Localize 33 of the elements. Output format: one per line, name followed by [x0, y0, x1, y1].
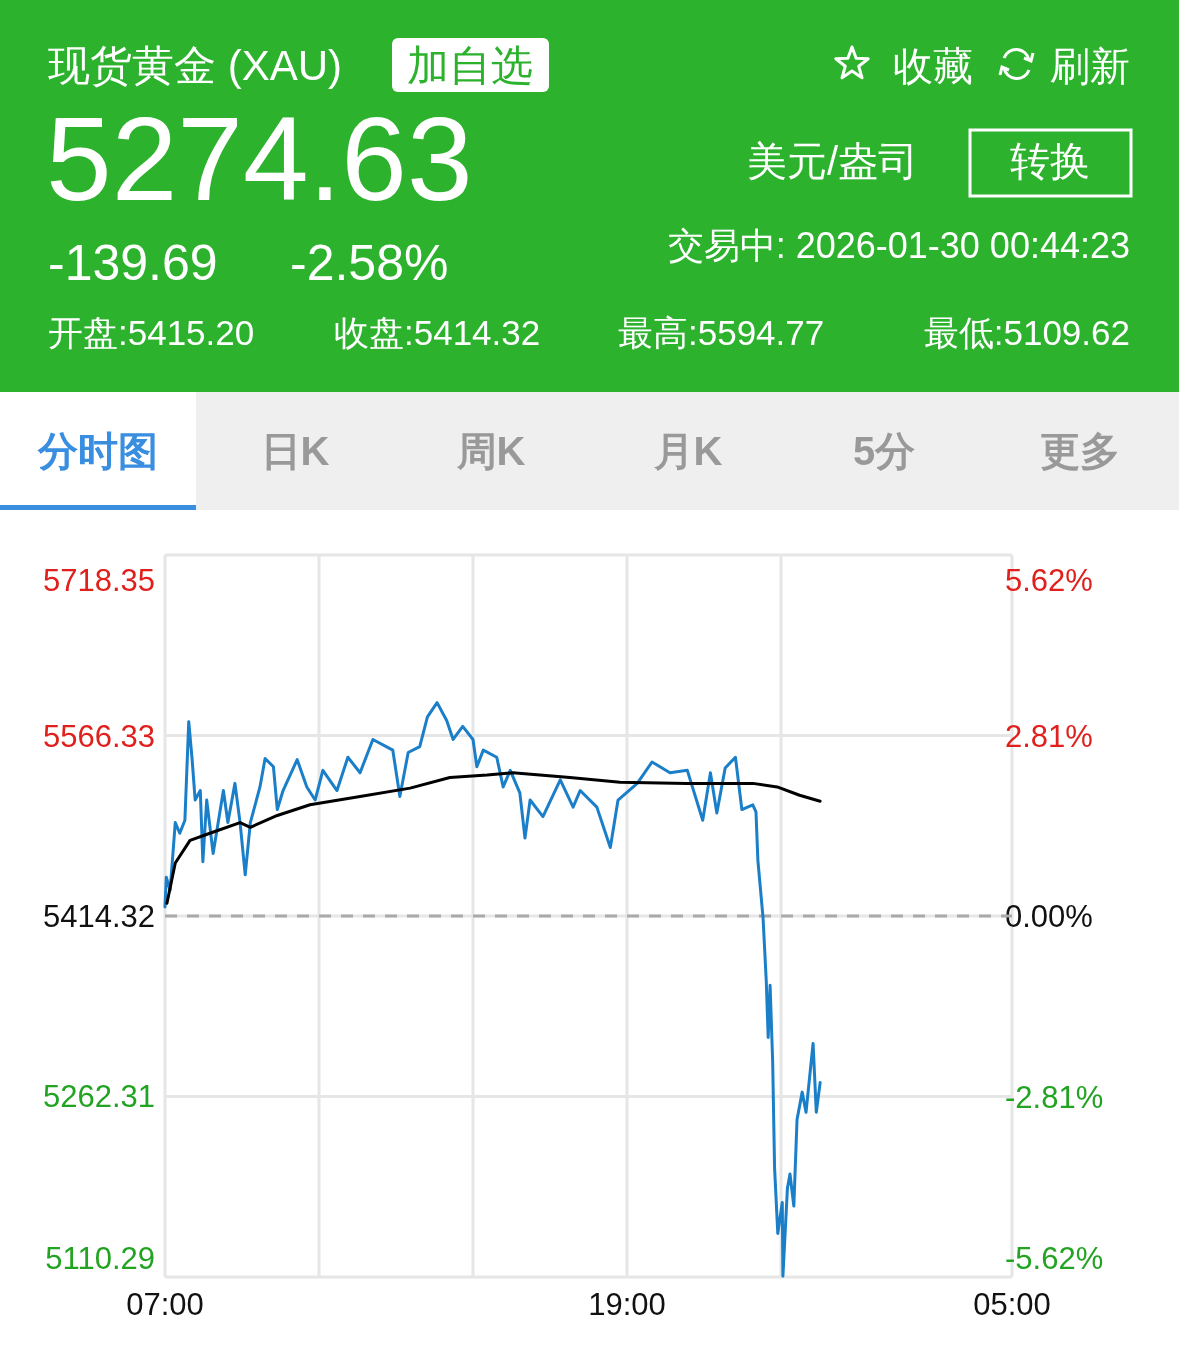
text: -2.58%: [290, 235, 449, 291]
text: 收盘:5414.32: [334, 313, 541, 352]
y-tick-label: 5414.32: [42, 899, 155, 934]
y-tick-label: 5566.33: [42, 718, 155, 754]
y-tick-label: 5718.35: [42, 563, 155, 598]
text: 最低:5109.62: [923, 313, 1130, 352]
y-tick-label: 5262.31: [42, 1079, 155, 1115]
text: 转换: [1010, 139, 1090, 183]
text: 5分: [852, 429, 916, 473]
text: 月K: [652, 429, 723, 473]
text: 最高:5594.77: [618, 313, 825, 352]
y2-tick-label: 5.62%: [1005, 563, 1093, 598]
y2-tick-label: 0.00%: [1005, 899, 1093, 934]
x-tick-label: 05:00: [973, 1287, 1051, 1322]
text: 周K: [455, 429, 526, 473]
y-tick-label: 5110.29: [45, 1241, 155, 1276]
x-tick-label: 19:00: [588, 1287, 666, 1322]
x-tick-label: 07:00: [126, 1287, 204, 1322]
text: 美元/盎司: [746, 139, 918, 183]
text: 加自选: [407, 42, 533, 89]
y2-tick-label: -2.81%: [1005, 1079, 1104, 1115]
text: 收藏: [893, 44, 973, 88]
text: -139.69: [48, 235, 218, 291]
text: 分时图: [37, 429, 158, 473]
text: 开盘:5415.20: [48, 313, 255, 352]
text: 更多: [1040, 429, 1120, 473]
text: 日K: [260, 429, 330, 473]
y2-tick-label: -5.62%: [1005, 1241, 1104, 1276]
y2-tick-label: 2.81%: [1005, 718, 1093, 754]
chart-title: 现货黄金 (XAU): [48, 42, 342, 89]
text: 5274.63: [46, 93, 473, 225]
text: 刷新: [1050, 44, 1130, 88]
text: 交易中: 2026-01-30 00:44:23: [667, 225, 1130, 266]
